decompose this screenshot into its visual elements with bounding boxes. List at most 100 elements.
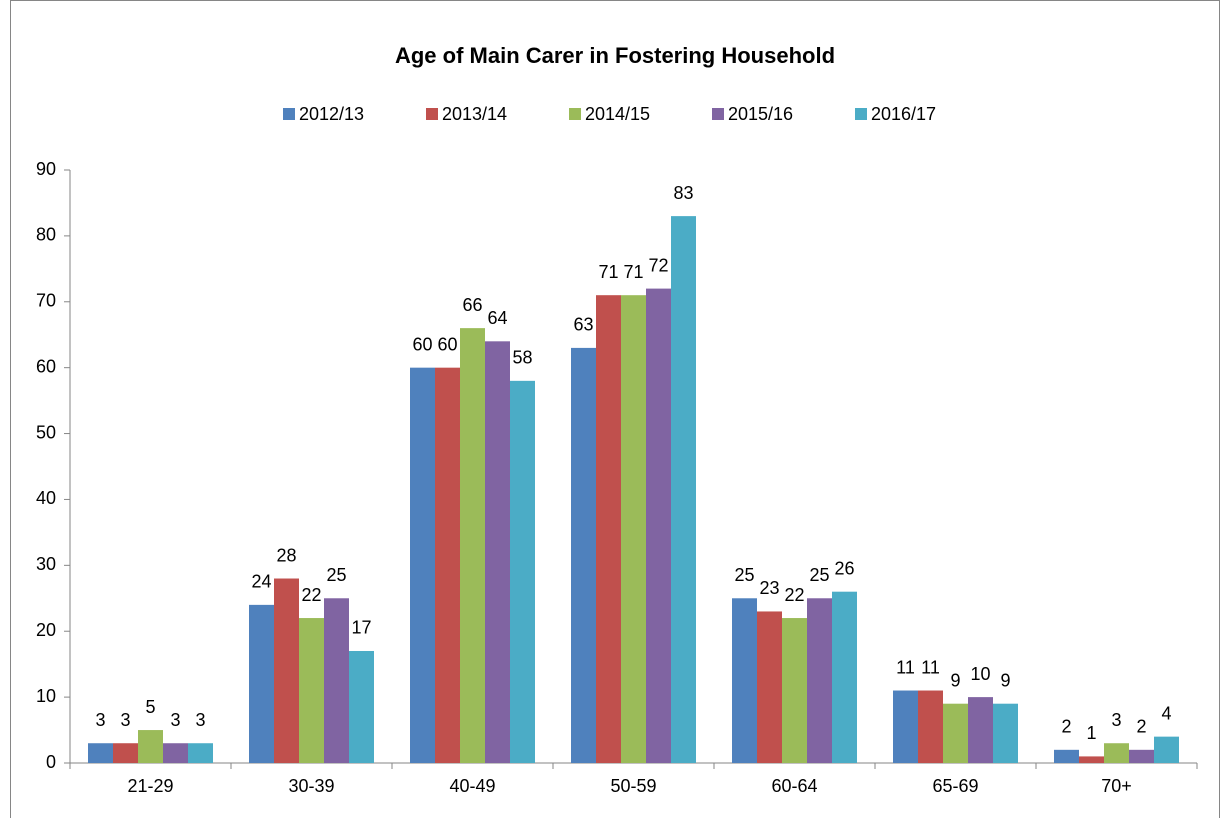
data-label: 66 bbox=[462, 295, 482, 315]
bar bbox=[807, 598, 832, 763]
data-label: 60 bbox=[437, 334, 457, 354]
bar bbox=[621, 295, 646, 763]
data-label: 25 bbox=[809, 565, 829, 585]
data-label: 2 bbox=[1061, 717, 1071, 737]
bar bbox=[993, 703, 1018, 763]
x-tick-label: 40-49 bbox=[449, 776, 495, 796]
bar bbox=[832, 591, 857, 763]
data-label: 60 bbox=[412, 334, 432, 354]
bar bbox=[757, 611, 782, 763]
data-label: 3 bbox=[95, 710, 105, 730]
y-tick-label: 10 bbox=[36, 686, 56, 706]
bar bbox=[968, 697, 993, 763]
data-label: 63 bbox=[573, 315, 593, 335]
data-label: 3 bbox=[195, 710, 205, 730]
data-label: 23 bbox=[759, 578, 779, 598]
x-tick-label: 65-69 bbox=[932, 776, 978, 796]
data-label: 22 bbox=[784, 585, 804, 605]
data-label: 28 bbox=[276, 545, 296, 565]
data-label: 64 bbox=[487, 308, 507, 328]
data-label: 11 bbox=[896, 657, 915, 677]
bar bbox=[88, 743, 113, 763]
legend-swatch bbox=[426, 108, 438, 120]
bar bbox=[299, 618, 324, 763]
y-tick-label: 60 bbox=[36, 356, 56, 376]
data-label: 24 bbox=[251, 572, 271, 592]
legend-label: 2013/14 bbox=[442, 104, 507, 124]
data-label: 17 bbox=[351, 618, 371, 638]
y-tick-label: 30 bbox=[36, 554, 56, 574]
bar bbox=[1079, 756, 1104, 763]
data-label: 25 bbox=[326, 565, 346, 585]
data-label: 25 bbox=[734, 565, 754, 585]
bar bbox=[1104, 743, 1129, 763]
bar bbox=[596, 295, 621, 763]
legend-label: 2014/15 bbox=[585, 104, 650, 124]
data-label: 10 bbox=[970, 664, 990, 684]
y-tick-label: 50 bbox=[36, 422, 56, 442]
bar bbox=[249, 604, 274, 763]
legend-swatch bbox=[855, 108, 867, 120]
legend-swatch bbox=[569, 108, 581, 120]
y-tick-label: 40 bbox=[36, 488, 56, 508]
bar bbox=[485, 341, 510, 763]
bar bbox=[732, 598, 757, 763]
bar bbox=[163, 743, 188, 763]
bar bbox=[646, 288, 671, 763]
data-label: 3 bbox=[1111, 710, 1121, 730]
x-tick-label: 30-39 bbox=[288, 776, 334, 796]
bar bbox=[435, 367, 460, 763]
data-label: 9 bbox=[950, 670, 960, 690]
bar bbox=[324, 598, 349, 763]
data-label: 71 bbox=[598, 262, 618, 282]
bar bbox=[943, 703, 968, 763]
bar bbox=[138, 730, 163, 763]
y-tick-label: 90 bbox=[36, 159, 56, 179]
x-tick-label: 50-59 bbox=[610, 776, 656, 796]
y-tick-label: 0 bbox=[46, 752, 56, 772]
bar bbox=[1054, 749, 1079, 763]
data-label: 58 bbox=[512, 348, 532, 368]
legend-label: 2012/13 bbox=[299, 104, 364, 124]
data-label: 2 bbox=[1136, 717, 1146, 737]
data-label: 72 bbox=[648, 255, 668, 275]
data-label: 71 bbox=[623, 262, 643, 282]
x-tick-label: 70+ bbox=[1101, 776, 1132, 796]
legend-label: 2015/16 bbox=[728, 104, 793, 124]
legend-swatch bbox=[283, 108, 295, 120]
x-tick-label: 60-64 bbox=[771, 776, 817, 796]
x-tick-label: 21-29 bbox=[127, 776, 173, 796]
bar bbox=[460, 328, 485, 763]
data-label: 26 bbox=[834, 558, 854, 578]
data-label: 83 bbox=[673, 183, 693, 203]
legend-label: 2016/17 bbox=[871, 104, 936, 124]
bar bbox=[410, 367, 435, 763]
bar bbox=[893, 690, 918, 763]
bar bbox=[671, 216, 696, 764]
data-label: 4 bbox=[1161, 703, 1171, 723]
data-label: 11 bbox=[921, 657, 940, 677]
y-tick-label: 20 bbox=[36, 620, 56, 640]
data-label: 1 bbox=[1086, 723, 1096, 743]
data-label: 9 bbox=[1000, 670, 1010, 690]
y-tick-label: 70 bbox=[36, 291, 56, 311]
bar bbox=[782, 618, 807, 763]
legend-swatch bbox=[712, 108, 724, 120]
data-label: 22 bbox=[301, 585, 321, 605]
chart-title: Age of Main Carer in Fostering Household bbox=[395, 43, 835, 68]
bar bbox=[188, 743, 213, 763]
bar bbox=[274, 578, 299, 763]
y-tick-label: 80 bbox=[36, 225, 56, 245]
chart-border bbox=[10, 0, 1220, 818]
bar bbox=[571, 347, 596, 763]
bar bbox=[918, 690, 943, 763]
bar bbox=[510, 380, 535, 763]
data-label: 5 bbox=[145, 697, 155, 717]
bar bbox=[1154, 736, 1179, 763]
bar bbox=[113, 743, 138, 763]
bar bbox=[1129, 749, 1154, 763]
data-label: 3 bbox=[170, 710, 180, 730]
bar bbox=[349, 650, 374, 763]
data-label: 3 bbox=[120, 710, 130, 730]
